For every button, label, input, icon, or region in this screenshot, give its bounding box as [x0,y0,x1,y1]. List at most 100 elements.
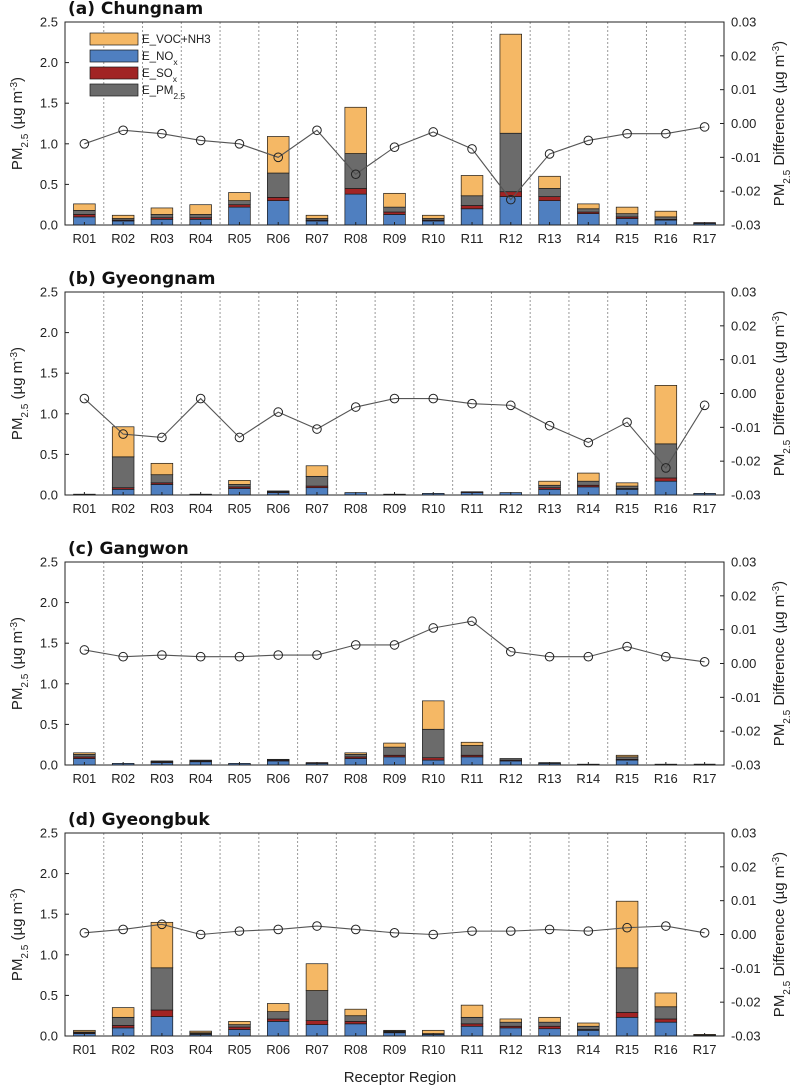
bar-voc-r01 [73,752,96,755]
difference-point-r08 [350,169,361,180]
bar-pm-r08 [344,153,367,189]
difference-point-r11 [467,926,477,936]
x-tick-label: R06 [266,501,290,516]
bar-voc-r13 [538,1016,561,1023]
difference-point-r14 [583,926,594,936]
bar-pm-r13 [538,188,561,197]
y2-tick-label: -0.01 [731,420,761,435]
bar-voc-r16 [654,992,678,1008]
y2-tick-label: -0.02 [731,995,761,1010]
x-tick-label: R01 [72,771,96,786]
y2-axis-label: PM2.5 Difference (µg m-3) [771,852,793,1017]
x-tick-label: R14 [576,501,600,516]
y-tick-label: 2.0 [40,866,58,881]
difference-point-r01 [79,645,90,655]
bar-voc-r06 [267,1003,290,1012]
legend-label-nox: E_NOx [142,51,178,67]
legend-swatch-pm [89,83,139,97]
x-tick-label: R14 [576,1042,600,1057]
difference-point-r03 [157,650,167,660]
difference-point-r15 [622,417,632,428]
difference-point-r12 [505,400,516,411]
x-tick-label: R09 [383,501,407,516]
difference-point-r06 [273,650,284,660]
chart-panel-3: (c) Gangwon 0.0 0.5 1.0 1.5 2.0 2.5 -0.03 -0.02 -… [9,539,793,786]
y2-tick-label: 0.01 [731,893,756,908]
bar-pm-r12 [499,758,523,761]
bar-pm-r15 [615,485,639,489]
y2-tick-label: -0.03 [731,488,761,503]
bar-voc-r10 [422,700,445,730]
bar-pm-r12 [499,1021,523,1027]
bar-nox-r08 [344,193,367,226]
bar-sox-r08 [344,1021,367,1025]
bar-voc-r13 [538,175,561,189]
x-tick-label: R13 [538,501,562,516]
bar-voc-r07 [305,214,329,219]
legend-swatch-voc [89,32,139,46]
panel-title: (a) Chungnam [68,0,203,19]
y-tick-label: 1.0 [40,406,58,421]
bar-nox-r12 [499,196,523,226]
y-tick-label: 0.0 [40,758,58,773]
y-tick-label: 2.0 [40,595,58,610]
bar-pm-r02 [111,1016,135,1026]
legend-swatch-sox [89,66,139,80]
bar-voc-r11 [460,741,484,746]
difference-point-r09 [389,640,400,650]
x-axis-label: Receptor Region [344,1069,457,1086]
x-tick-label: R06 [266,771,290,786]
bar-voc-r03 [150,462,174,476]
bar-voc-r15 [615,482,639,487]
y-tick-label: 0.5 [40,447,58,462]
y2-tick-label: -0.03 [731,218,761,233]
x-tick-label: R06 [266,1042,290,1057]
difference-point-r04 [195,651,206,662]
bar-sox-r13 [538,196,561,201]
x-tick-label: R07 [305,231,329,246]
difference-point-r07 [312,650,322,660]
difference-point-r05 [234,432,245,443]
bar-pm-r14 [577,1025,600,1030]
bar-sox-r03 [150,1009,174,1017]
x-tick-label: R14 [576,231,600,246]
difference-line [84,397,706,469]
bar-pm-r03 [150,474,174,484]
y2-tick-label: 0.00 [731,927,756,942]
difference-point-r15 [622,128,632,139]
y-tick-label: 1.5 [40,96,58,111]
y-tick-label: 0.5 [40,717,58,732]
chart-panel-4: (d) Gyeongbuk 0.0 0.5 1.0 1.5 2.0 2.5 -0.03 -0.0… [9,810,793,1057]
difference-point-r16 [661,651,671,662]
difference-point-r13 [544,924,555,935]
difference-point-r01 [79,928,90,938]
bar-sox-r16 [654,477,678,482]
x-tick-label: R08 [344,1042,368,1057]
bar-voc-r14 [577,203,600,210]
x-tick-label: R11 [461,501,484,516]
y2-axis-label: PM2.5 Difference (µg m-3) [771,311,793,476]
y-tick-label: 2.5 [40,555,58,570]
chart-panel-2: (b) Gyeongnam 0.0 0.5 1.0 1.5 2.0 2.5 -0.03 -0.0… [9,269,793,516]
x-tick-label: R13 [538,771,562,786]
x-tick-label: R11 [461,231,484,246]
x-tick-label: R02 [111,771,135,786]
x-tick-label: R17 [693,231,717,246]
x-tick-label: R01 [72,501,96,516]
bar-pm-r05 [228,484,251,488]
bar-voc-r16 [654,385,678,445]
bar-pm-r10 [422,728,445,759]
bar-pm-r08 [344,754,367,758]
bar-sox-r05 [228,1026,251,1030]
x-tick-label: R04 [189,501,213,516]
y2-tick-label: 0.03 [731,555,756,570]
difference-point-r01 [79,393,90,404]
y2-axis-label: PM2.5 Difference (µg m-3) [771,41,793,206]
bar-pm-r06 [267,758,290,761]
x-tick-label: R15 [615,501,639,516]
x-tick-label: R16 [654,1042,678,1057]
panel-title: (b) Gyeongnam [68,269,215,289]
difference-point-r03 [157,919,167,930]
bar-sox-r11 [460,1023,484,1027]
